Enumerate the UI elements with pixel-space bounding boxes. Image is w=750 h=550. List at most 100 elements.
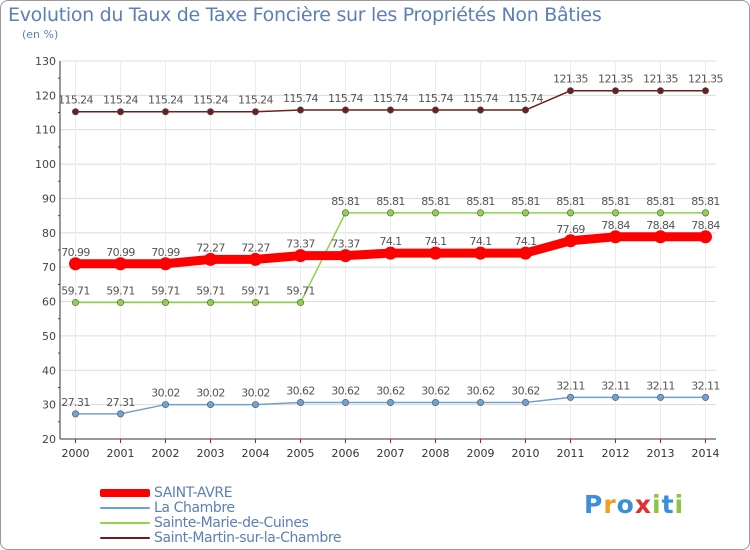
- legend-label: La Chambre: [154, 500, 235, 516]
- data-label: 74.1: [469, 235, 491, 248]
- logo-letter: t: [661, 490, 675, 519]
- x-tick-label: 2004: [242, 447, 270, 460]
- data-label: 121.35: [688, 73, 723, 86]
- data-point: [521, 209, 529, 217]
- data-label: 115.74: [328, 92, 363, 105]
- x-tick-label: 2005: [287, 447, 315, 460]
- data-point: [699, 230, 712, 244]
- data-label: 27.31: [106, 396, 135, 409]
- y-tick-label: 60: [42, 296, 56, 309]
- data-point: [429, 246, 442, 260]
- x-tick-label: 2002: [152, 447, 180, 460]
- y-tick-label: 20: [42, 433, 56, 446]
- data-point: [611, 209, 619, 217]
- data-label: 30.62: [466, 385, 495, 398]
- x-tick-label: 2014: [692, 447, 720, 460]
- data-label: 72.27: [241, 241, 270, 254]
- data-label: 85.81: [511, 195, 540, 208]
- data-label: 27.31: [61, 396, 90, 409]
- data-point: [162, 299, 170, 307]
- data-label: 32.11: [556, 379, 585, 392]
- x-tick-label: 2009: [467, 447, 495, 460]
- data-label: 85.81: [466, 195, 495, 208]
- y-tick-label: 30: [42, 399, 56, 412]
- data-point: [521, 399, 529, 407]
- data-label: 115.24: [58, 94, 93, 107]
- data-point: [656, 87, 664, 95]
- x-tick-label: 2008: [422, 447, 450, 460]
- data-label: 30.62: [511, 385, 540, 398]
- y-tick-label: 50: [42, 330, 56, 343]
- x-tick-label: 2006: [332, 447, 360, 460]
- data-label: 74.1: [514, 235, 536, 248]
- data-point: [701, 209, 709, 217]
- data-label: 32.11: [601, 379, 630, 392]
- data-label: 59.71: [196, 285, 225, 298]
- data-label: 85.81: [646, 195, 675, 208]
- data-point: [72, 108, 80, 116]
- data-label: 74.1: [424, 235, 446, 248]
- data-point: [294, 249, 307, 263]
- y-tick-label: 40: [42, 364, 56, 377]
- legend-swatch: [100, 489, 150, 497]
- data-label: 85.81: [556, 195, 585, 208]
- data-label: 74.1: [379, 235, 401, 248]
- data-label: 78.84: [646, 219, 675, 232]
- data-label: 32.11: [691, 379, 720, 392]
- data-point: [296, 106, 304, 114]
- data-label: 70.99: [61, 246, 90, 259]
- data-point: [159, 257, 172, 271]
- legend-label: Sainte-Marie-de-Cuines: [154, 515, 309, 531]
- data-label: 73.37: [331, 238, 360, 251]
- data-point: [519, 246, 532, 260]
- data-point: [249, 252, 262, 266]
- data-label: 85.81: [376, 195, 405, 208]
- data-label: 59.71: [106, 285, 135, 298]
- data-point: [252, 401, 260, 409]
- data-point: [69, 257, 82, 271]
- chart-title: Evolution du Taux de Taxe Foncière sur l…: [8, 4, 602, 26]
- data-point: [386, 106, 394, 114]
- y-tick-label: 130: [35, 55, 56, 68]
- data-point: [431, 399, 439, 407]
- legend-label: SAINT-AVRE: [154, 485, 233, 501]
- data-point: [72, 410, 80, 418]
- data-label: 30.02: [241, 387, 270, 400]
- data-label: 121.35: [643, 73, 678, 86]
- data-point: [341, 106, 349, 114]
- y-tick-label: 110: [35, 124, 56, 137]
- data-label: 85.81: [421, 195, 450, 208]
- data-point: [296, 299, 304, 307]
- legend-swatch: [100, 522, 150, 524]
- data-point: [476, 106, 484, 114]
- data-label: 59.71: [61, 285, 90, 298]
- data-point: [431, 106, 439, 114]
- y-tick-label: 90: [42, 192, 56, 205]
- x-tick-label: 2003: [197, 447, 225, 460]
- legend-item-sainte-marie-de-cuines: Sainte-Marie-de-Cuines: [100, 515, 309, 531]
- logo-letter: i: [674, 490, 685, 519]
- y-axis-unit: (en %): [22, 28, 59, 41]
- x-tick-label: 2000: [62, 447, 90, 460]
- data-label: 115.24: [103, 94, 138, 107]
- data-point: [341, 399, 349, 407]
- data-label: 121.35: [598, 73, 633, 86]
- data-point: [564, 234, 577, 248]
- data-point: [611, 87, 619, 95]
- data-point: [207, 401, 215, 409]
- data-label: 70.99: [106, 246, 135, 259]
- data-label: 30.02: [151, 387, 180, 400]
- data-point: [476, 399, 484, 407]
- legend-label: Saint-Martin-sur-la-Chambre: [154, 530, 342, 546]
- data-point: [431, 209, 439, 217]
- data-point: [566, 87, 574, 95]
- data-label: 115.74: [373, 92, 408, 105]
- data-label: 115.74: [463, 92, 498, 105]
- x-tick-label: 2007: [377, 447, 405, 460]
- data-label: 115.74: [283, 92, 318, 105]
- y-tick-label: 70: [42, 261, 56, 274]
- logo-letter: o: [616, 490, 635, 519]
- legend-swatch: [100, 507, 150, 509]
- data-label: 115.74: [418, 92, 453, 105]
